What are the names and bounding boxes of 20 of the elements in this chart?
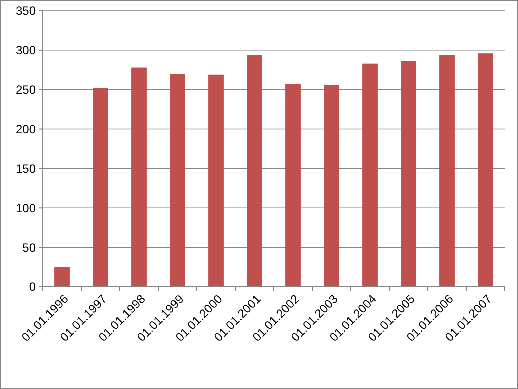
bar [286, 84, 301, 287]
bar [440, 55, 455, 287]
bar [478, 54, 494, 287]
bar [362, 64, 378, 287]
bar [54, 267, 70, 287]
bar [93, 88, 108, 287]
y-tick-label: 250 [16, 83, 36, 98]
bar [401, 61, 416, 287]
y-tick-label: 100 [16, 201, 36, 216]
y-tick-label: 50 [22, 240, 36, 255]
bar [247, 55, 262, 287]
y-tick-label: 300 [16, 44, 36, 58]
y-tick-label: 150 [16, 162, 36, 176]
bar [132, 68, 147, 287]
bar [170, 74, 186, 287]
bar [324, 85, 340, 287]
bar [208, 74, 224, 287]
y-tick-label: 200 [16, 122, 36, 136]
y-tick-label: 350 [16, 4, 36, 18]
y-tick-label: 0 [29, 280, 36, 294]
